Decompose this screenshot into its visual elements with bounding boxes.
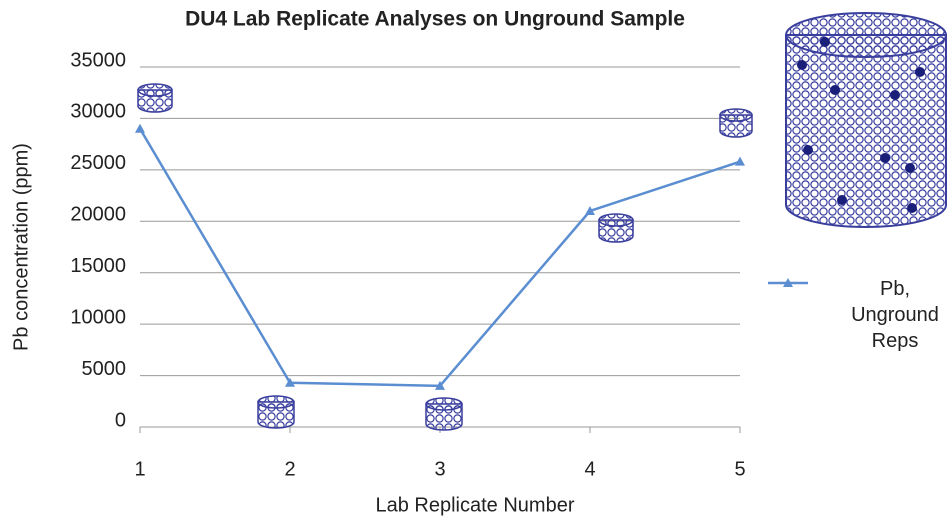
x-axis-label: Lab Replicate Number xyxy=(376,494,575,516)
legend-label: Pb, Unground Reps xyxy=(851,278,939,352)
y-tick-label: 35000 xyxy=(70,49,126,71)
y-tick-label: 5000 xyxy=(82,358,127,380)
big-cylinder xyxy=(785,12,947,228)
x-tick-label: 4 xyxy=(584,458,595,480)
x-tick-label: 2 xyxy=(284,458,295,480)
small-cylinder xyxy=(598,213,634,243)
small-cylinder xyxy=(137,83,173,113)
point-marker xyxy=(285,377,295,387)
y-tick-label: 0 xyxy=(115,409,126,431)
y-axis-label: Pb concentration (ppm) xyxy=(10,143,32,351)
x-tick-label: 1 xyxy=(134,458,145,480)
legend-marker xyxy=(783,278,793,287)
y-tick-label: 10000 xyxy=(70,306,126,328)
small-cylinder xyxy=(257,395,295,429)
x-tick-label: 5 xyxy=(734,458,745,480)
y-tick-label: 20000 xyxy=(70,204,126,226)
point-marker xyxy=(735,156,745,166)
small-cylinder xyxy=(425,397,463,431)
small-cylinder xyxy=(719,108,753,138)
sample-icons xyxy=(137,12,947,431)
point-marker xyxy=(135,123,145,133)
series-line xyxy=(138,128,741,388)
point-marker xyxy=(585,206,595,215)
y-tick-label: 25000 xyxy=(70,152,126,174)
y-tick-label: 30000 xyxy=(70,101,126,123)
y-tick-label: 15000 xyxy=(70,255,126,277)
chart-title: DU4 Lab Replicate Analyses on Unground S… xyxy=(185,8,685,31)
point-marker xyxy=(435,380,445,390)
x-tick-label: 3 xyxy=(434,458,445,480)
